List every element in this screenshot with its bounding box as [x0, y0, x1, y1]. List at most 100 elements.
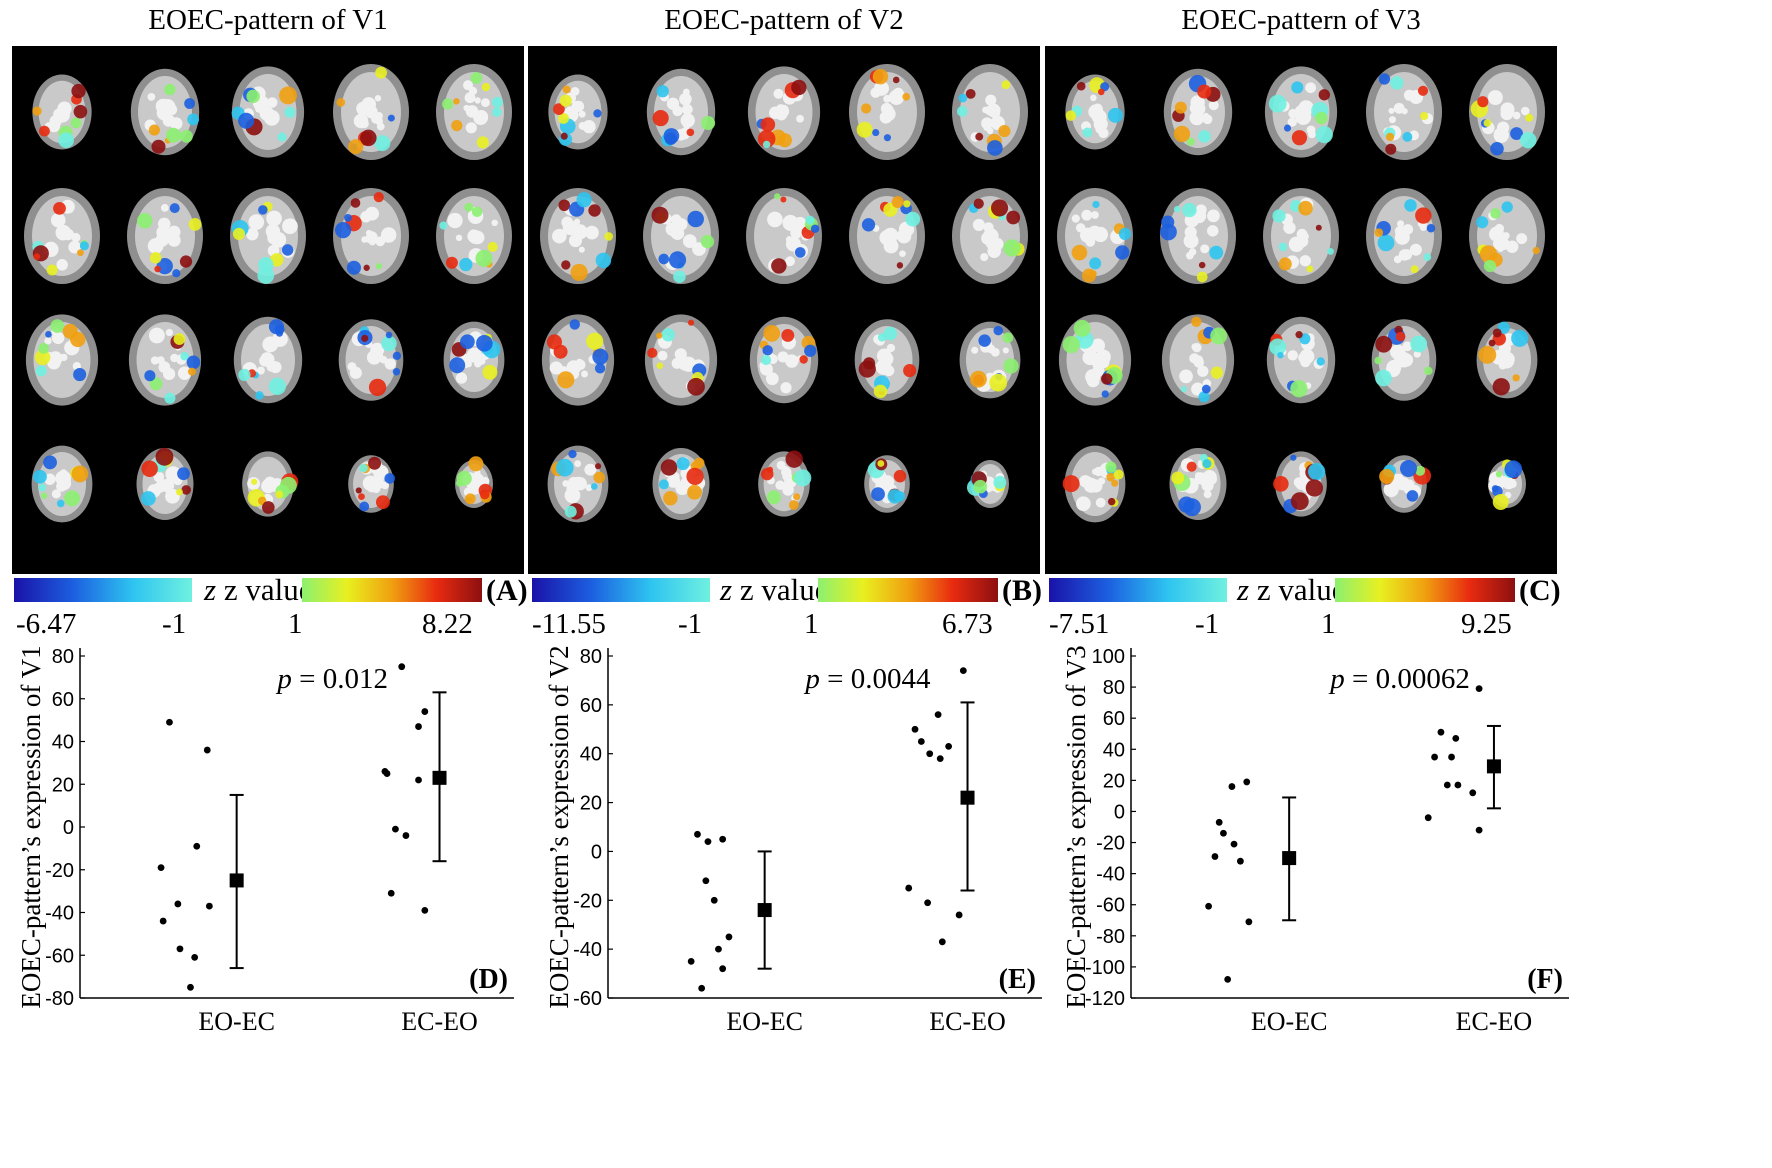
y-axis-label: EOEC-pattern’s expression of V2 — [544, 645, 574, 1008]
brain-slice — [849, 64, 925, 160]
data-point — [421, 906, 429, 914]
data-point — [1437, 728, 1445, 736]
x-tick-label: EO-EC — [198, 1007, 275, 1036]
x-tick-label: EC-EO — [401, 1007, 478, 1036]
data-point — [157, 864, 165, 872]
brain-slice — [242, 451, 299, 517]
data-point — [698, 984, 706, 992]
brain-slice — [1379, 455, 1432, 513]
brain-slice — [231, 66, 305, 158]
y-tick-label: 20 — [52, 774, 74, 796]
data-point — [1245, 918, 1253, 926]
zvalue-text: z value — [739, 572, 829, 607]
y-tick-label: 80 — [1103, 677, 1125, 699]
y-tick-label: -120 — [1085, 988, 1125, 1010]
y-tick-label: -20 — [573, 890, 602, 912]
colorbar-tick: -1 — [678, 608, 703, 640]
data-point — [392, 825, 399, 833]
brain-slice — [136, 447, 194, 520]
panel-letter: (E) — [999, 964, 1036, 995]
data-point — [1475, 826, 1483, 834]
brain-slice — [24, 188, 100, 284]
data-point — [1475, 685, 1483, 693]
data-point — [905, 884, 913, 892]
data-point — [1454, 781, 1462, 789]
data-point — [924, 899, 932, 907]
mean-marker — [432, 770, 447, 785]
y-tick-label: 60 — [1103, 708, 1125, 730]
brain-slice — [233, 316, 303, 404]
data-point — [1431, 753, 1438, 761]
y-tick-label: -60 — [1096, 895, 1125, 917]
brain-slice — [1161, 314, 1235, 406]
data-point — [187, 983, 194, 991]
colorbar-tick: 9.25 — [1461, 608, 1512, 640]
brain-slice — [338, 319, 404, 401]
brain-slice — [652, 448, 710, 520]
brain-slice — [541, 314, 615, 406]
mean-marker — [960, 790, 975, 805]
brain-slice — [547, 445, 609, 523]
data-point — [1211, 853, 1219, 860]
brain-montage-v2 — [528, 46, 1040, 574]
y-tick-label: 80 — [52, 646, 74, 668]
chart-v1-expression: -80 -60 -40 -20 0 20 40 60 80 EO-EC EC-EO EOEC-patt… — [16, 645, 514, 1036]
brain-slice — [230, 188, 306, 284]
brain-slice — [436, 188, 512, 284]
data-point — [1452, 734, 1460, 742]
data-point — [719, 965, 727, 973]
y-tick-label: 0 — [63, 817, 74, 839]
panel-letter: (F) — [1527, 964, 1563, 995]
y-tick-label: -80 — [45, 988, 74, 1010]
x-tick-label: EC-EO — [1456, 1007, 1533, 1036]
y-tick-label: 40 — [580, 744, 602, 766]
brain-slice — [746, 188, 822, 284]
data-point — [383, 770, 391, 777]
brain-slice — [1058, 314, 1132, 406]
y-tick-label: 80 — [580, 646, 602, 668]
panel-title-v3: EOEC-pattern of V3 — [1181, 4, 1421, 36]
brain-slice — [548, 74, 608, 150]
zvalue-label: z z value — [204, 572, 313, 607]
panel-letter-c: (C) — [1519, 574, 1561, 607]
data-point — [1228, 783, 1236, 790]
data-point — [1205, 902, 1212, 910]
brain-slice — [348, 455, 396, 513]
data-point — [1215, 818, 1223, 826]
colorbar-v1: z z value (A) — [12, 572, 528, 607]
brain-slice — [644, 314, 718, 406]
colorbar-tick: 1 — [288, 608, 303, 640]
data-point — [702, 877, 710, 885]
data-point — [710, 896, 718, 904]
y-tick-label: -60 — [45, 945, 74, 967]
data-point — [176, 945, 184, 953]
colorbar-ticks-v2: -11.55 -1 1 6.73 — [528, 608, 1040, 644]
colorbar-tick: 8.22 — [422, 608, 473, 640]
y-tick-label: -100 — [1085, 957, 1125, 979]
data-point — [955, 911, 963, 919]
panel-letter-a: (A) — [486, 574, 528, 607]
data-point — [687, 957, 695, 965]
colorbar-positive — [302, 578, 482, 602]
data-point — [704, 838, 712, 846]
brain-slice — [854, 319, 920, 401]
brain-slice — [1062, 445, 1126, 523]
zvalue-label: z z value — [1237, 572, 1346, 607]
data-point — [1224, 975, 1232, 983]
data-point — [1243, 778, 1251, 786]
colorbar-tick: -1 — [162, 608, 187, 640]
brain-slice — [1266, 316, 1336, 404]
data-point — [1220, 829, 1227, 837]
colorbar-tick: -1 — [1195, 608, 1220, 640]
y-axis-label: EOEC-pattern’s expression of V3 — [1061, 645, 1091, 1008]
brain-slice — [1488, 459, 1526, 510]
brain-slice — [849, 188, 925, 284]
data-point — [421, 708, 429, 715]
colorbar-negative — [14, 578, 192, 602]
data-point — [694, 830, 701, 838]
p-value-annotation: p = 0.00062 — [1328, 663, 1470, 695]
brain-slice — [646, 68, 716, 156]
brain-slice — [952, 64, 1028, 160]
data-point — [415, 723, 422, 730]
brain-slice — [443, 321, 505, 399]
